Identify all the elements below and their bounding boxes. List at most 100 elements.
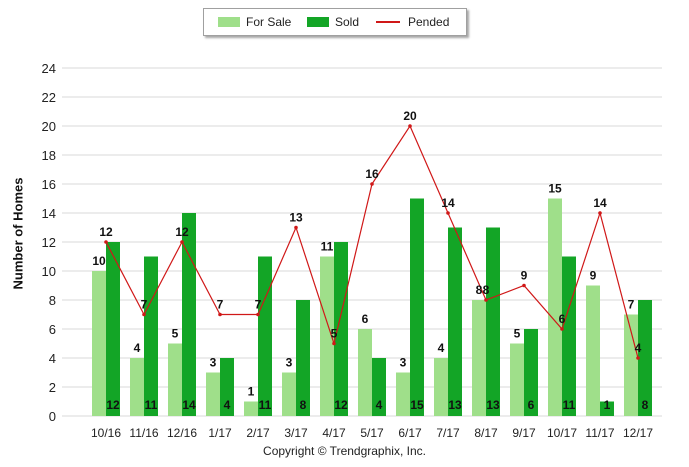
for-sale-value-label: 5 xyxy=(514,327,521,341)
legend-label-for-sale: For Sale xyxy=(246,15,292,29)
pended-point xyxy=(484,298,488,302)
sold-value-label: 13 xyxy=(448,398,462,412)
for-sale-value-label: 3 xyxy=(210,356,217,370)
sold-bar xyxy=(296,300,310,416)
for-sale-bar xyxy=(206,372,220,416)
y-tick-label: 10 xyxy=(42,264,56,279)
sold-bar xyxy=(372,358,386,416)
y-tick-label: 12 xyxy=(42,235,56,250)
y-axis-label: Number of Homes xyxy=(10,177,26,290)
pended-value-label: 14 xyxy=(593,196,607,210)
x-tick-label: 11/17 xyxy=(585,426,614,440)
legend-item-sold[interactable]: Sold xyxy=(307,9,359,35)
pended-point xyxy=(370,182,374,186)
for-sale-bar xyxy=(130,358,144,416)
legend-item-pended[interactable]: Pended xyxy=(376,9,449,35)
pended-value-label: 12 xyxy=(175,225,189,239)
for-sale-value-label: 6 xyxy=(362,312,369,326)
sold-bar xyxy=(106,242,120,416)
pended-value-label: 9 xyxy=(521,269,528,283)
sold-bar xyxy=(220,358,234,416)
for-sale-bar xyxy=(624,314,638,416)
sold-value-label: 11 xyxy=(145,398,158,412)
sold-bar xyxy=(638,300,652,416)
y-tick-label: 24 xyxy=(42,61,56,76)
for-sale-bar xyxy=(320,256,334,416)
for-sale-value-label: 8 xyxy=(476,283,483,297)
pended-value-label: 7 xyxy=(217,298,224,312)
for-sale-bar xyxy=(358,329,372,416)
pended-point xyxy=(332,341,336,346)
for-sale-bar xyxy=(510,343,524,416)
x-tick-label: 12/17 xyxy=(623,426,653,440)
sold-bar xyxy=(410,198,424,416)
sold-value-label: 12 xyxy=(334,398,348,412)
for-sale-value-label: 15 xyxy=(548,182,562,196)
for-sale-value-label: 5 xyxy=(172,327,179,341)
for-sale-value-label: 7 xyxy=(628,298,635,312)
pended-point xyxy=(218,312,222,317)
sold-bar xyxy=(524,329,538,416)
pended-value-label: 5 xyxy=(331,327,338,341)
sold-bar xyxy=(334,242,348,416)
for-sale-value-label: 1 xyxy=(248,385,255,399)
sold-value-label: 8 xyxy=(300,398,307,412)
sold-value-label: 12 xyxy=(106,398,120,412)
pended-value-label: 20 xyxy=(403,109,417,123)
sold-bar xyxy=(562,256,576,416)
for-sale-bar xyxy=(548,198,562,416)
pended-swatch xyxy=(376,21,400,23)
x-tick-label: 7/17 xyxy=(436,426,460,440)
pended-point xyxy=(598,211,602,215)
sold-value-label: 14 xyxy=(182,398,196,412)
x-tick-label: 4/17 xyxy=(322,426,346,440)
y-tick-label: 6 xyxy=(49,322,56,337)
pended-point xyxy=(446,211,450,215)
for-sale-bar xyxy=(92,271,106,416)
sold-value-label: 15 xyxy=(410,398,424,412)
sold-bar xyxy=(600,401,614,416)
pended-value-label: 14 xyxy=(441,196,455,210)
pended-point xyxy=(294,225,298,230)
sold-bar xyxy=(448,227,462,416)
sold-bar xyxy=(182,213,196,416)
sold-bar xyxy=(144,256,158,416)
grid-lines xyxy=(62,67,662,417)
pended-point xyxy=(522,283,526,288)
y-tick-label: 4 xyxy=(49,351,56,366)
y-tick-label: 20 xyxy=(42,119,56,134)
pended-value-label: 4 xyxy=(635,341,642,355)
for-sale-value-label: 9 xyxy=(590,269,597,283)
sold-value-label: 11 xyxy=(259,398,272,412)
sold-bar xyxy=(486,227,500,416)
x-tick-label: 5/17 xyxy=(360,426,384,440)
x-tick-label: 6/17 xyxy=(398,426,422,440)
y-tick-label: 22 xyxy=(42,90,56,105)
pended-point xyxy=(104,240,108,244)
for-sale-bar xyxy=(586,285,600,416)
for-sale-value-label: 3 xyxy=(400,356,407,370)
x-tick-label: 2/17 xyxy=(246,426,270,440)
pended-value-label: 7 xyxy=(141,298,148,312)
sold-value-label: 11 xyxy=(563,398,576,412)
legend-item-for-sale[interactable]: For Sale xyxy=(218,9,291,35)
pended-point xyxy=(408,124,412,128)
for-sale-value-label: 4 xyxy=(134,341,141,355)
for-sale-bar xyxy=(472,300,486,416)
for-sale-bar xyxy=(282,372,296,416)
for-sale-swatch xyxy=(218,17,240,27)
pended-point xyxy=(560,327,564,331)
y-tick-label: 18 xyxy=(42,148,56,163)
x-tick-label: 10/16 xyxy=(91,426,121,440)
pended-value-label: 16 xyxy=(365,167,379,181)
y-tick-label: 8 xyxy=(49,293,56,308)
pended-line xyxy=(104,124,640,360)
for-sale-bar xyxy=(168,343,182,416)
x-tick-label: 11/16 xyxy=(129,426,158,440)
pended-value-label: 12 xyxy=(99,225,113,239)
pended-value-label: 13 xyxy=(289,211,303,225)
for-sale-value-label: 3 xyxy=(286,356,293,370)
x-tick-label: 9/17 xyxy=(512,426,536,440)
